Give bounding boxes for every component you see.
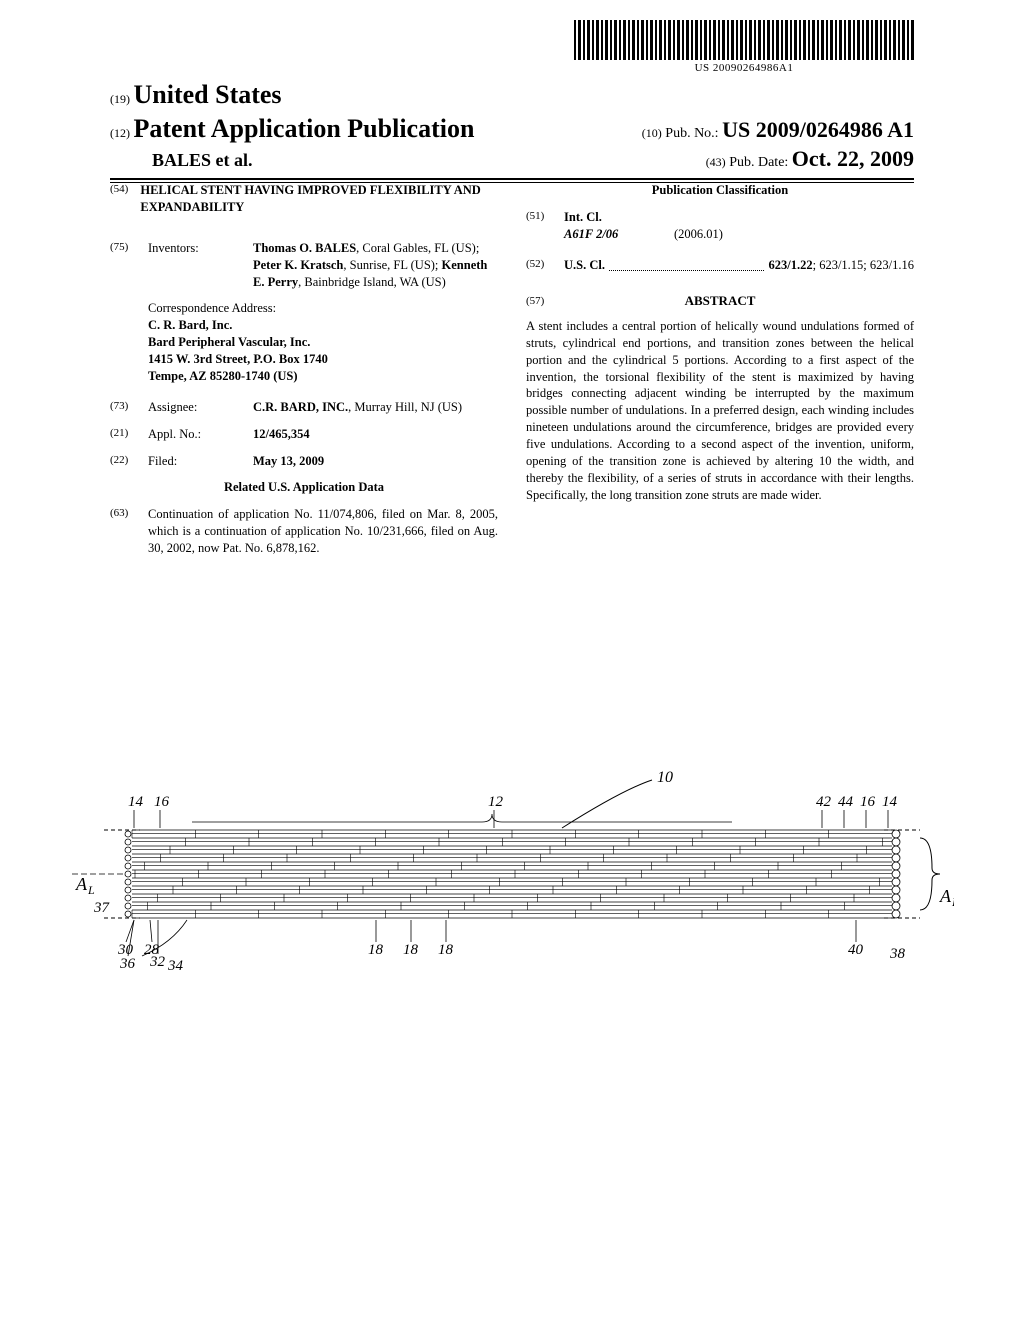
pub-date: Oct. 22, 2009: [792, 146, 914, 171]
pub-line: (12) Patent Application Publication (10)…: [110, 114, 914, 144]
code-73: (73): [110, 399, 148, 416]
pub-no-label: Pub. No.:: [665, 126, 718, 141]
code-12: (12): [110, 126, 130, 140]
abstract-text: A stent includes a central portion of he…: [526, 318, 914, 504]
filed-label: Filed:: [148, 453, 253, 470]
applno-label: Appl. No.:: [148, 426, 253, 443]
uscl-dots: [609, 257, 765, 271]
code-57: (57): [526, 295, 544, 307]
svg-text:18: 18: [438, 942, 454, 958]
inventors-row: (75) Inventors: Thomas O. BALES, Coral G…: [110, 240, 498, 291]
figure-svg: 10141612424416143730283632341818184038AL…: [70, 760, 954, 1020]
related-heading: Related U.S. Application Data: [110, 479, 498, 496]
pub-no: US 2009/0264986 A1: [722, 117, 914, 142]
related-row: (63) Continuation of application No. 11/…: [110, 506, 498, 557]
svg-text:34: 34: [167, 958, 184, 974]
assignee-value: C.R. BARD, INC., Murray Hill, NJ (US): [253, 399, 498, 416]
inventors-value: Thomas O. BALES, Coral Gables, FL (US); …: [253, 240, 498, 291]
pub-left: (12) Patent Application Publication: [110, 114, 474, 144]
filed-row: (22) Filed: May 13, 2009: [110, 453, 498, 470]
svg-text:18: 18: [368, 942, 384, 958]
uscl-row: (52) U.S. Cl. 623/1.22; 623/1.15; 623/1.…: [526, 257, 914, 274]
svg-text:14: 14: [128, 794, 144, 810]
pub-date-label: Pub. Date:: [729, 155, 788, 170]
code-22: (22): [110, 453, 148, 470]
invention-title: HELICAL STENT HAVING IMPROVED FLEXIBILIT…: [140, 182, 498, 216]
pub-right: (10) Pub. No.: US 2009/0264986 A1: [642, 117, 914, 143]
uscl-value: 623/1.22; 623/1.15; 623/1.16: [768, 257, 914, 274]
abstract-heading: ABSTRACT: [526, 292, 914, 310]
correspondence-lines: C. R. Bard, Inc.Bard Peripheral Vascular…: [148, 317, 498, 385]
svg-text:44: 44: [838, 794, 854, 810]
body-columns: (54) HELICAL STENT HAVING IMPROVED FLEXI…: [110, 182, 914, 567]
svg-text:38: 38: [889, 946, 906, 962]
svg-text:12: 12: [488, 794, 504, 810]
code-43: (43): [706, 155, 726, 169]
uscl-main: 623/1.22: [768, 258, 812, 272]
svg-text:16: 16: [154, 794, 170, 810]
intcl-body: Int. Cl. A61F 2/06(2006.01): [564, 209, 914, 243]
pub-type: Patent Application Publication: [134, 114, 475, 143]
svg-text:L: L: [951, 895, 954, 909]
country-line: (19) United States: [110, 80, 914, 110]
svg-text:40: 40: [848, 942, 864, 958]
code-10: (10): [642, 126, 662, 140]
assignee-row: (73) Assignee: C.R. BARD, INC., Murray H…: [110, 399, 498, 416]
code-52: (52): [526, 257, 564, 274]
uscl-label: U.S. Cl.: [564, 257, 605, 274]
svg-text:L: L: [87, 883, 95, 897]
svg-text:14: 14: [882, 794, 898, 810]
barcode: [574, 20, 914, 60]
svg-text:18: 18: [403, 942, 419, 958]
title-row: (54) HELICAL STENT HAVING IMPROVED FLEXI…: [110, 182, 498, 230]
related-text: Continuation of application No. 11/074,8…: [148, 506, 498, 557]
authors-line: BALES et al. (43) Pub. Date: Oct. 22, 20…: [110, 146, 914, 172]
svg-text:37: 37: [93, 900, 111, 916]
uscl-rest: ; 623/1.15; 623/1.16: [813, 258, 914, 272]
svg-text:42: 42: [816, 794, 832, 810]
code-75: (75): [110, 240, 148, 291]
header: (19) United States (12) Patent Applicati…: [110, 80, 914, 183]
country: United States: [134, 80, 282, 109]
intcl-label: Int. Cl.: [564, 209, 914, 226]
correspondence-label: Correspondence Address:: [148, 300, 498, 317]
code-63: (63): [110, 506, 148, 557]
inventors-label: Inventors:: [148, 240, 253, 291]
code-51: (51): [526, 209, 564, 243]
pub-class-heading: Publication Classification: [526, 182, 914, 199]
barcode-text: US 20090264986A1: [574, 62, 914, 74]
right-column: Publication Classification (51) Int. Cl.…: [526, 182, 914, 567]
svg-text:A: A: [75, 874, 88, 894]
svg-text:A: A: [939, 886, 952, 906]
authors-short: BALES et al.: [110, 150, 253, 171]
left-column: (54) HELICAL STENT HAVING IMPROVED FLEXI…: [110, 182, 498, 567]
code-19: (19): [110, 92, 130, 106]
svg-text:36: 36: [119, 956, 136, 972]
applno-row: (21) Appl. No.: 12/465,354: [110, 426, 498, 443]
svg-text:10: 10: [657, 769, 673, 786]
code-21: (21): [110, 426, 148, 443]
applno-value: 12/465,354: [253, 426, 498, 443]
svg-text:32: 32: [149, 954, 166, 970]
assignee-label: Assignee:: [148, 399, 253, 416]
pub-date-block: (43) Pub. Date: Oct. 22, 2009: [706, 146, 914, 172]
filed-value: May 13, 2009: [253, 453, 498, 470]
figure: 10141612424416143730283632341818184038AL…: [70, 760, 954, 1020]
intcl-items: A61F 2/06(2006.01): [564, 226, 914, 243]
correspondence-block: Correspondence Address: C. R. Bard, Inc.…: [148, 300, 498, 384]
barcode-block: US 20090264986A1: [574, 20, 914, 74]
intcl-row: (51) Int. Cl. A61F 2/06(2006.01): [526, 209, 914, 243]
svg-text:16: 16: [860, 794, 876, 810]
code-54: (54): [110, 182, 140, 230]
